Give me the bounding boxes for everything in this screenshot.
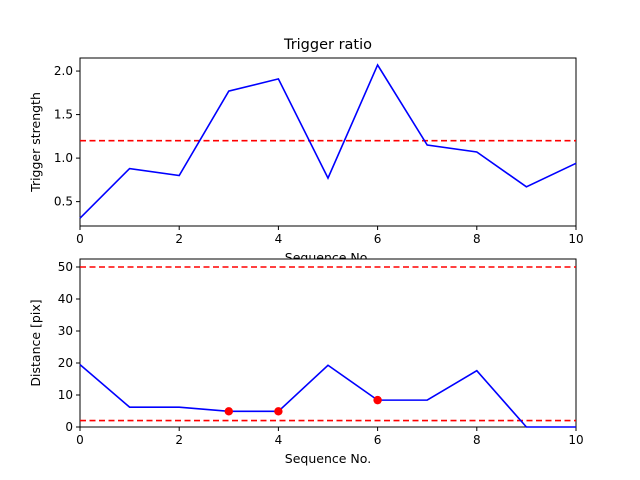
y-tick-label: 20 [58,356,73,370]
x-tick-label: 6 [374,232,382,246]
y-tick-label: 0.5 [54,195,73,209]
series-line [79,363,576,428]
y-tick-label: 40 [58,292,73,306]
data-point-marker [274,407,283,416]
data-point-marker [373,395,382,405]
x-tick-label: 6 [374,433,382,447]
plot-frame [79,258,577,428]
x-tick-label: 0 [76,433,84,447]
chart-title: Trigger ratio [283,37,372,53]
series-line [79,63,577,219]
y-axis-label: Distance [pix] [28,299,43,386]
x-tick-label: 8 [473,433,481,447]
y-tick-label: 1.0 [54,151,73,165]
y-tick-label: 0 [65,420,73,434]
data-point-marker [224,407,233,416]
x-tick-label: 10 [568,232,583,246]
x-tick-label: 8 [473,232,481,246]
x-tick-label: 2 [175,232,183,246]
y-tick-label: 1.5 [54,108,73,122]
x-tick-label: 4 [275,433,283,447]
y-tick-label: 50 [58,260,73,274]
x-tick-label: 10 [568,433,583,447]
lower-axes-background [80,259,576,427]
chart-2: 0 2 4 6 8 10 0 10 20 30 40 50 Sequence No. Distance [… [28,258,584,466]
y-axis-label: Trigger strength [28,92,43,193]
x-axis-label: Sequence No. [285,451,371,466]
plot-frame [79,57,577,227]
y-tick-label: 30 [58,324,73,338]
y-tick-label: 2.0 [54,64,73,78]
y-tick-label: 10 [58,388,73,402]
x-tick-label: 2 [175,433,183,447]
x-tick-label: 4 [275,232,283,246]
x-tick-label: 0 [76,232,84,246]
